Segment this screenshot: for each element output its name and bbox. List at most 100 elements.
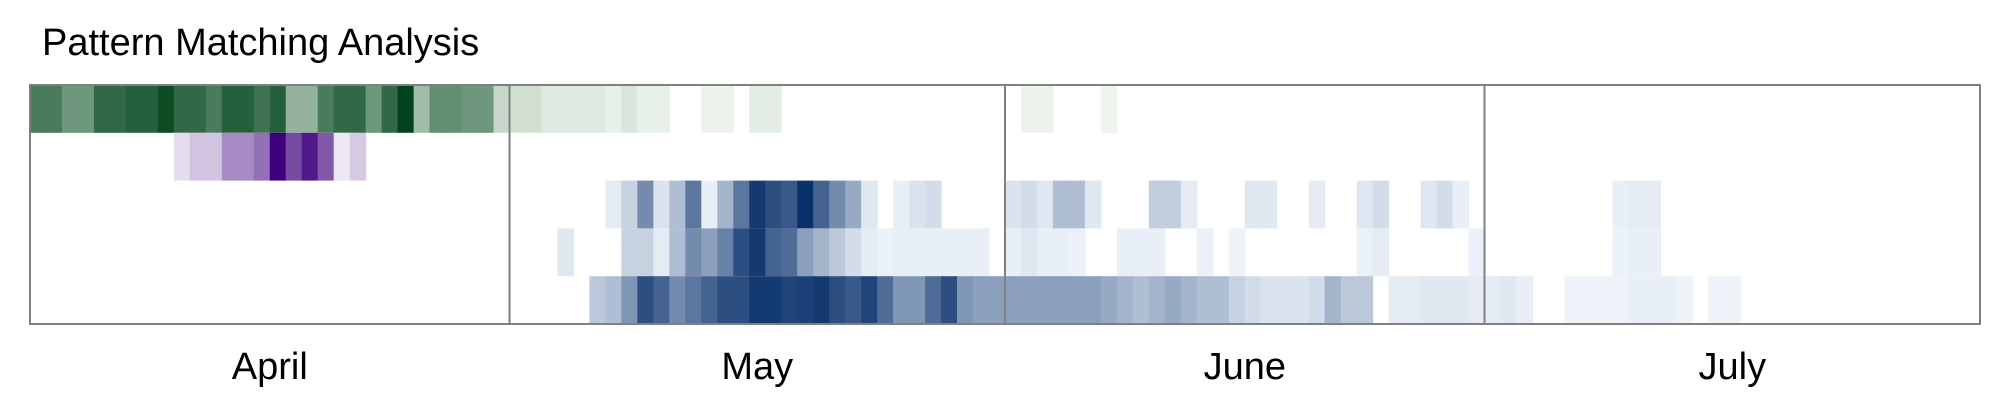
heatmap-cell	[1644, 276, 1661, 324]
heatmap-cell	[1244, 180, 1262, 229]
heatmap-cell	[589, 85, 607, 133]
heatmap-cell	[877, 228, 894, 277]
heatmap-cell	[685, 276, 702, 324]
heatmap-cell	[829, 180, 846, 229]
heatmap-cell	[365, 85, 383, 133]
heatmap-cell	[45, 85, 63, 133]
heatmap-cell	[269, 85, 287, 133]
heatmap-cell	[621, 228, 638, 277]
heatmap-cell	[557, 85, 575, 133]
heatmap-cell	[1260, 276, 1278, 324]
heatmap-cell	[973, 276, 990, 324]
heatmap-cell	[93, 85, 111, 133]
heatmap-cell	[317, 132, 335, 181]
heatmap-cell	[1196, 276, 1214, 324]
heatmap-cell	[1020, 276, 1038, 324]
heatmap-cell	[749, 180, 766, 229]
heatmap-cell	[285, 132, 303, 181]
heatmap-cell	[1164, 180, 1182, 229]
heatmap-cell	[1132, 228, 1150, 277]
heatmap-cell	[701, 85, 718, 133]
heatmap-cell	[653, 85, 670, 133]
heatmap-cell	[1100, 276, 1118, 324]
month-label: June	[1204, 346, 1286, 388]
heatmap-cell	[893, 276, 910, 324]
heatmap-cell	[397, 85, 415, 133]
heatmap-cell	[1052, 276, 1070, 324]
heatmap-cell	[781, 180, 798, 229]
heatmap-cell	[1628, 276, 1645, 324]
heatmap-cell	[701, 276, 718, 324]
heatmap-cell	[1020, 228, 1038, 277]
heatmap-cell	[1436, 180, 1454, 229]
heatmap-cell	[477, 85, 495, 133]
heatmap-cell	[221, 132, 239, 181]
heatmap-cell	[941, 228, 958, 277]
heatmap-cell	[1324, 276, 1342, 324]
heatmap-cell	[813, 180, 830, 229]
heatmap-cell	[1676, 276, 1693, 324]
heatmap-cell	[589, 276, 607, 324]
heatmap-cell	[333, 85, 351, 133]
heatmap-cell	[813, 228, 830, 277]
month-label: May	[721, 346, 793, 388]
heatmap-cell	[829, 228, 846, 277]
heatmap-cell	[1244, 276, 1262, 324]
heatmap-cell	[205, 85, 223, 133]
heatmap-cell	[1292, 276, 1310, 324]
heatmap-cell	[877, 276, 894, 324]
month-labels: April May June July	[232, 346, 1766, 388]
heatmap-cell	[957, 228, 974, 277]
heatmap-cell	[861, 276, 878, 324]
heatmap-cell	[989, 276, 1006, 324]
heatmap-cell	[605, 180, 622, 229]
heatmap-cell	[1020, 180, 1038, 229]
heatmap-cell	[717, 85, 734, 133]
heatmap-cell	[1068, 228, 1086, 277]
heatmap-cell	[525, 85, 543, 133]
heatmap-cell	[269, 132, 287, 181]
heatmap-cell	[1420, 276, 1438, 324]
heatmap-cell	[605, 276, 622, 324]
heatmap-cell	[1356, 180, 1374, 229]
heatmap-cell	[685, 180, 702, 229]
heatmap-cell	[781, 276, 798, 324]
heatmap-cell	[237, 85, 255, 133]
heatmap-cell	[1388, 276, 1406, 324]
heatmap-cell	[1228, 276, 1246, 324]
heatmap-cell	[1036, 276, 1054, 324]
heatmap-cell	[1660, 276, 1677, 324]
heatmap-cell	[461, 85, 479, 133]
heatmap-cell	[1500, 276, 1518, 324]
heatmap-cell	[621, 276, 638, 324]
heatmap-cell	[301, 132, 319, 181]
heatmap-cell	[1132, 276, 1150, 324]
heatmap-cell	[30, 85, 47, 133]
heatmap-cell	[1052, 180, 1070, 229]
month-label: April	[232, 346, 308, 388]
heatmap-cell	[1612, 228, 1629, 277]
heatmap-cell	[541, 85, 559, 133]
heatmap-cell	[797, 228, 814, 277]
heatmap-cell	[1452, 180, 1470, 229]
heatmap-cell	[1164, 276, 1182, 324]
heatmap-cell	[189, 132, 207, 181]
heatmap-cell	[1612, 180, 1629, 229]
heatmap-cell	[925, 228, 942, 277]
heatmap-cell	[1564, 276, 1582, 324]
heatmap-cell	[733, 180, 750, 229]
heatmap-cell	[701, 228, 718, 277]
heatmap-cell	[1228, 228, 1246, 277]
heatmap-cell	[493, 85, 511, 133]
heatmap-cell	[861, 180, 878, 229]
heatmap-cell	[733, 276, 750, 324]
heatmap-cell	[1628, 228, 1645, 277]
heatmap-cell	[621, 85, 638, 133]
heatmap-cell	[349, 85, 367, 133]
heatmap-cell	[141, 85, 159, 133]
heatmap-cell	[749, 228, 766, 277]
heatmap-cell	[669, 276, 686, 324]
heatmap-cell	[429, 85, 447, 133]
heatmap-cell	[1436, 276, 1454, 324]
heatmap-cell	[653, 180, 670, 229]
